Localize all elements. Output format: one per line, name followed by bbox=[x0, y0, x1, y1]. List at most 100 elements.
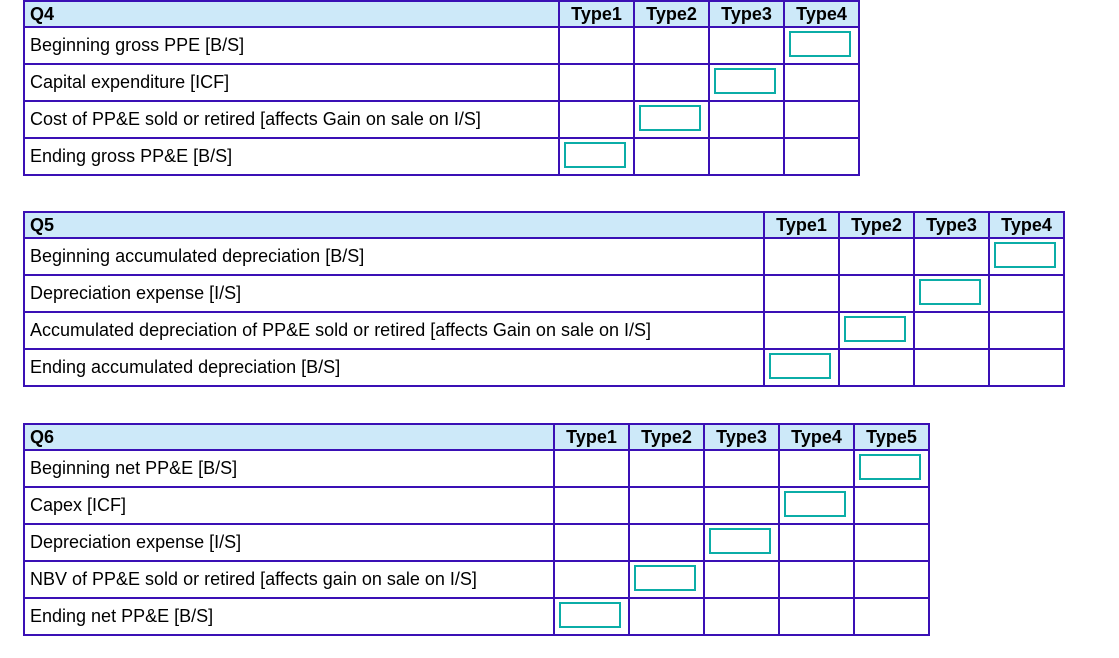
answer-cell-type3 bbox=[703, 449, 780, 488]
answer-cell-type2 bbox=[633, 26, 710, 65]
table-row: Capital expenditure [ICF] bbox=[23, 63, 860, 102]
answer-cell-type3 bbox=[913, 311, 990, 350]
answer-cell-type5 bbox=[853, 523, 930, 562]
answer-cell-type5 bbox=[853, 597, 930, 636]
column-header-type1: Type1 bbox=[763, 211, 840, 239]
header-row: Q6 Type1 Type2 Type3 Type4 Type5 bbox=[23, 423, 930, 451]
answer-cell-type4 bbox=[988, 274, 1065, 313]
answer-cell-type1 bbox=[553, 560, 630, 599]
column-header-type3: Type3 bbox=[703, 423, 780, 451]
answer-cell-type2 bbox=[628, 523, 705, 562]
answer-cell-type1 bbox=[763, 348, 840, 387]
answer-input-box[interactable] bbox=[639, 105, 701, 131]
table-row: Capex [ICF] bbox=[23, 486, 930, 525]
table-row: NBV of PP&E sold or retired [affects gai… bbox=[23, 560, 930, 599]
question-table: Q5 Type1 Type2 Type3 Type4 Beginning accumula… bbox=[23, 211, 1065, 387]
answer-cell-type3 bbox=[708, 100, 785, 139]
answer-cell-type3 bbox=[708, 63, 785, 102]
answer-cell-type2 bbox=[838, 274, 915, 313]
answer-input-box[interactable] bbox=[994, 242, 1056, 268]
answer-cell-type4 bbox=[778, 597, 855, 636]
row-label: Depreciation expense [I/S] bbox=[23, 274, 765, 313]
table-row: Accumulated depreciation of PP&E sold or… bbox=[23, 311, 1065, 350]
question-table-q5: Q5 Type1 Type2 Type3 Type4 Beginning accumula… bbox=[23, 211, 1065, 387]
table-row: Ending accumulated depreciation [B/S] bbox=[23, 348, 1065, 387]
column-header-type4: Type4 bbox=[783, 0, 860, 28]
answer-input-box[interactable] bbox=[919, 279, 981, 305]
answer-cell-type2 bbox=[628, 449, 705, 488]
row-label: Beginning accumulated depreciation [B/S] bbox=[23, 237, 765, 276]
table-row: Beginning net PP&E [B/S] bbox=[23, 449, 930, 488]
answer-cell-type2 bbox=[633, 100, 710, 139]
answer-input-box[interactable] bbox=[789, 31, 851, 57]
question-table-q6: Q6 Type1 Type2 Type3 Type4 Type5 Beginning net… bbox=[23, 423, 930, 636]
answer-input-box[interactable] bbox=[844, 316, 906, 342]
answer-cell-type3 bbox=[703, 560, 780, 599]
column-header-type4: Type4 bbox=[778, 423, 855, 451]
question-table-q4: Q4 Type1 Type2 Type3 Type4 Beginning gross PP… bbox=[23, 0, 860, 176]
answer-cell-type2 bbox=[633, 137, 710, 176]
answer-cell-type2 bbox=[838, 348, 915, 387]
answer-input-box[interactable] bbox=[714, 68, 776, 94]
row-label: Capex [ICF] bbox=[23, 486, 555, 525]
table-row: Beginning gross PPE [B/S] bbox=[23, 26, 860, 65]
row-label: Ending net PP&E [B/S] bbox=[23, 597, 555, 636]
answer-cell-type2 bbox=[628, 486, 705, 525]
answer-cell-type5 bbox=[853, 486, 930, 525]
row-label: Accumulated depreciation of PP&E sold or… bbox=[23, 311, 765, 350]
answer-cell-type1 bbox=[553, 597, 630, 636]
answer-cell-type1 bbox=[558, 100, 635, 139]
answer-input-box[interactable] bbox=[784, 491, 846, 517]
answer-input-box[interactable] bbox=[559, 602, 621, 628]
answer-input-box[interactable] bbox=[634, 565, 696, 591]
answer-input-box[interactable] bbox=[709, 528, 771, 554]
table-row: Ending net PP&E [B/S] bbox=[23, 597, 930, 636]
answer-cell-type1 bbox=[553, 523, 630, 562]
answer-cell-type5 bbox=[853, 449, 930, 488]
row-label: Depreciation expense [I/S] bbox=[23, 523, 555, 562]
header-row: Q5 Type1 Type2 Type3 Type4 bbox=[23, 211, 1065, 239]
column-header-type5: Type5 bbox=[853, 423, 930, 451]
answer-cell-type4 bbox=[988, 348, 1065, 387]
answer-cell-type3 bbox=[708, 137, 785, 176]
column-header-type1: Type1 bbox=[558, 0, 635, 28]
table-row: Ending gross PP&E [B/S] bbox=[23, 137, 860, 176]
answer-cell-type1 bbox=[558, 26, 635, 65]
table-row: Depreciation expense [I/S] bbox=[23, 274, 1065, 313]
row-label: Ending accumulated depreciation [B/S] bbox=[23, 348, 765, 387]
answer-cell-type4 bbox=[783, 100, 860, 139]
answer-cell-type4 bbox=[778, 449, 855, 488]
column-header-type2: Type2 bbox=[628, 423, 705, 451]
row-label: Beginning gross PPE [B/S] bbox=[23, 26, 560, 65]
header-row: Q4 Type1 Type2 Type3 Type4 bbox=[23, 0, 860, 28]
answer-input-box[interactable] bbox=[564, 142, 626, 168]
answer-input-box[interactable] bbox=[859, 454, 921, 480]
answer-cell-type4 bbox=[778, 523, 855, 562]
answer-input-box[interactable] bbox=[769, 353, 831, 379]
answer-cell-type1 bbox=[553, 486, 630, 525]
answer-cell-type3 bbox=[708, 26, 785, 65]
table-row: Cost of PP&E sold or retired [affects Ga… bbox=[23, 100, 860, 139]
answer-cell-type2 bbox=[628, 597, 705, 636]
row-label: Beginning net PP&E [B/S] bbox=[23, 449, 555, 488]
row-label: NBV of PP&E sold or retired [affects gai… bbox=[23, 560, 555, 599]
table-row: Depreciation expense [I/S] bbox=[23, 523, 930, 562]
answer-cell-type1 bbox=[558, 137, 635, 176]
answer-cell-type4 bbox=[988, 237, 1065, 276]
answer-cell-type1 bbox=[558, 63, 635, 102]
question-table: Q6 Type1 Type2 Type3 Type4 Type5 Beginning net… bbox=[23, 423, 930, 636]
column-header-type1: Type1 bbox=[553, 423, 630, 451]
answer-cell-type3 bbox=[703, 523, 780, 562]
column-header-type2: Type2 bbox=[838, 211, 915, 239]
table-row: Beginning accumulated depreciation [B/S] bbox=[23, 237, 1065, 276]
question-table: Q4 Type1 Type2 Type3 Type4 Beginning gross PP… bbox=[23, 0, 860, 176]
answer-cell-type2 bbox=[838, 311, 915, 350]
answer-cell-type2 bbox=[633, 63, 710, 102]
answer-cell-type4 bbox=[783, 26, 860, 65]
answer-cell-type3 bbox=[913, 348, 990, 387]
table-title: Q6 bbox=[23, 423, 555, 451]
row-label: Ending gross PP&E [B/S] bbox=[23, 137, 560, 176]
answer-cell-type4 bbox=[778, 486, 855, 525]
answer-cell-type4 bbox=[783, 137, 860, 176]
